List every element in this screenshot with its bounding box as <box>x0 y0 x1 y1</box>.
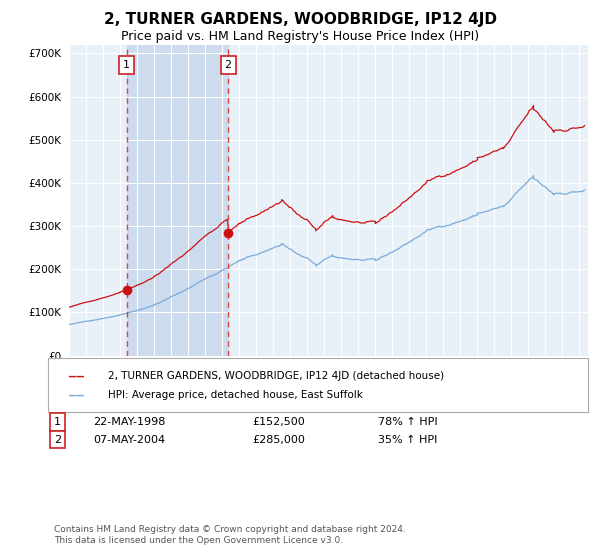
Text: £285,000: £285,000 <box>252 435 305 445</box>
Text: £152,500: £152,500 <box>252 417 305 427</box>
Text: 2, TURNER GARDENS, WOODBRIDGE, IP12 4JD (detached house): 2, TURNER GARDENS, WOODBRIDGE, IP12 4JD … <box>108 371 444 381</box>
Text: ——: —— <box>69 369 84 382</box>
Text: 1: 1 <box>54 417 61 427</box>
Text: 78% ↑ HPI: 78% ↑ HPI <box>378 417 437 427</box>
Text: 1: 1 <box>123 60 130 70</box>
Bar <box>127 45 228 356</box>
Text: 22-MAY-1998: 22-MAY-1998 <box>93 417 166 427</box>
Text: HPI: Average price, detached house, East Suffolk: HPI: Average price, detached house, East… <box>108 390 363 400</box>
Text: 2, TURNER GARDENS, WOODBRIDGE, IP12 4JD: 2, TURNER GARDENS, WOODBRIDGE, IP12 4JD <box>104 12 497 27</box>
Text: ——: —— <box>69 389 84 402</box>
Text: 07-MAY-2004: 07-MAY-2004 <box>93 435 165 445</box>
Text: 2: 2 <box>54 435 61 445</box>
Text: 35% ↑ HPI: 35% ↑ HPI <box>378 435 437 445</box>
Text: Price paid vs. HM Land Registry's House Price Index (HPI): Price paid vs. HM Land Registry's House … <box>121 30 479 43</box>
Text: 2: 2 <box>224 60 232 70</box>
Text: Contains HM Land Registry data © Crown copyright and database right 2024.
This d: Contains HM Land Registry data © Crown c… <box>54 525 406 545</box>
